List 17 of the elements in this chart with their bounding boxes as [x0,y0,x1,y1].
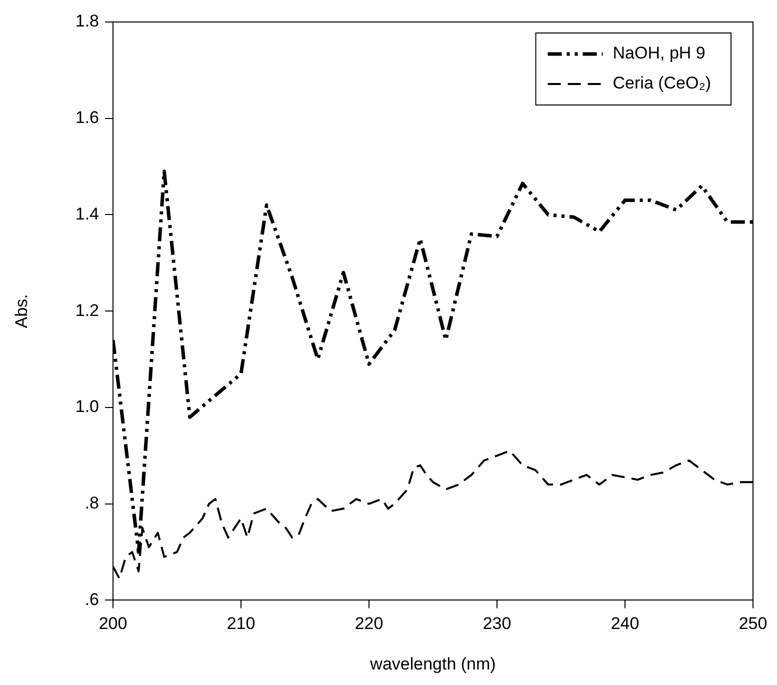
y-tick-label: 1.8 [75,12,99,31]
x-tick-label: 240 [610,614,640,634]
y-tick-label: .8 [84,494,99,513]
x-tick-label: 200 [98,614,128,634]
x-axis-title: wavelength (nm) [369,654,496,674]
x-tick-label: 210 [226,614,256,634]
y-tick-label: 1.6 [75,108,99,128]
legend-label: NaOH, pH 9 [612,44,706,63]
legend-label: Ceria (CeO₂) [612,74,712,93]
x-tick-label: 250 [738,614,768,634]
x-tick-label: 230 [482,614,512,634]
y-tick-label: .6 [84,590,99,609]
y-axis-title: Abs. [12,294,31,328]
y-tick-label: 1.2 [75,300,99,320]
y-tick-label: 1.0 [75,397,99,416]
y-tick-label: 1.4 [75,204,99,224]
x-tick-label: 220 [354,614,384,634]
